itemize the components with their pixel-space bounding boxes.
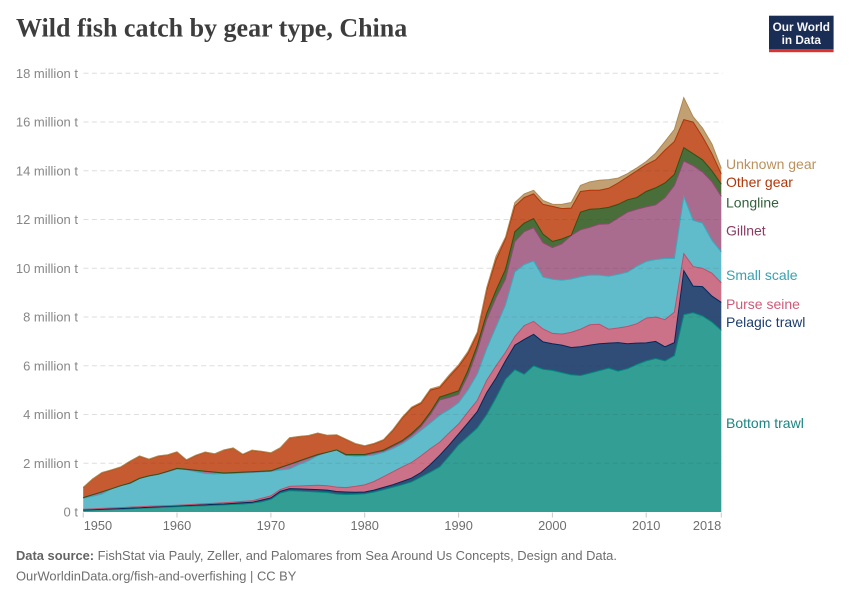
svg-text:6 million t: 6 million t	[23, 358, 78, 373]
svg-text:2010: 2010	[632, 518, 660, 533]
svg-text:Longline: Longline	[726, 195, 779, 211]
svg-text:4 million t: 4 million t	[23, 407, 78, 422]
svg-text:0 t: 0 t	[64, 505, 79, 520]
svg-text:Our World: Our World	[773, 20, 830, 34]
svg-text:in Data: in Data	[782, 33, 822, 47]
svg-text:OurWorldinData.org/fish-and-ov: OurWorldinData.org/fish-and-overfishing …	[16, 569, 297, 584]
svg-text:Unknown gear: Unknown gear	[726, 156, 817, 172]
svg-text:2018: 2018	[693, 518, 721, 533]
svg-text:Data source: FishStat via Paul: Data source: FishStat via Pauly, Zeller,…	[16, 548, 617, 563]
svg-text:1970: 1970	[257, 518, 285, 533]
svg-text:16 million t: 16 million t	[16, 115, 79, 130]
svg-text:1990: 1990	[444, 518, 472, 533]
svg-text:Purse seine: Purse seine	[726, 296, 800, 312]
svg-text:Small scale: Small scale	[726, 267, 798, 283]
svg-text:10 million t: 10 million t	[16, 261, 79, 276]
svg-text:1980: 1980	[350, 518, 378, 533]
svg-text:1950: 1950	[84, 518, 112, 533]
svg-text:12 million t: 12 million t	[16, 212, 79, 227]
svg-text:18 million t: 18 million t	[16, 66, 79, 81]
svg-text:Bottom trawl: Bottom trawl	[726, 415, 804, 431]
svg-text:2 million t: 2 million t	[23, 456, 78, 471]
svg-text:8 million t: 8 million t	[23, 310, 78, 325]
svg-text:1960: 1960	[163, 518, 191, 533]
svg-text:14 million t: 14 million t	[16, 163, 79, 178]
svg-text:Pelagic trawl: Pelagic trawl	[726, 314, 805, 330]
svg-text:Other gear: Other gear	[726, 174, 793, 190]
svg-text:2000: 2000	[538, 518, 566, 533]
svg-text:Wild fish catch by gear type,: Wild fish catch by gear type, China	[16, 14, 407, 43]
svg-text:Gillnet: Gillnet	[726, 223, 766, 239]
